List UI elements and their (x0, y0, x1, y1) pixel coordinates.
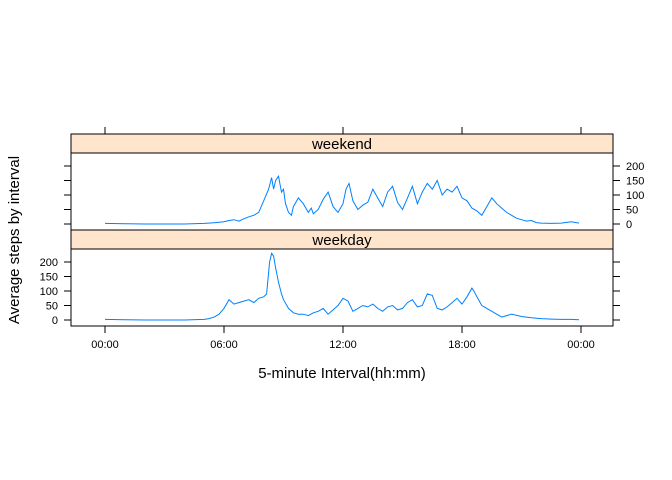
x-tick-label-1: 06:00 (210, 339, 238, 351)
x-axis-bottom: 00:00 06:00 12:00 18:00 00:00 (91, 326, 595, 351)
weekday-left-tick-label-2: 100 (40, 286, 58, 298)
x-tick-label-4: 00:00 (567, 339, 595, 351)
weekday-left-tick-label-0: 0 (52, 315, 58, 327)
weekend-left-ticks (64, 165, 71, 225)
series-line-weekend (104, 174, 580, 225)
weekend-right-tick-label-1: 50 (626, 205, 638, 217)
x-tick-label-0: 00:00 (91, 339, 119, 351)
strip-label-weekday: weekday (311, 232, 372, 249)
weekday-left-tick-label-3: 150 (40, 272, 58, 284)
frame-weekend (70, 152, 614, 231)
x-tick-label-3: 18:00 (448, 339, 476, 351)
strip-label-weekend: weekend (311, 136, 372, 153)
weekend-right-tick-label-2: 100 (626, 190, 644, 202)
panel-weekday: weekday 0 50 100 150 200 (40, 229, 620, 327)
weekday-left-tick-label-4: 200 (40, 257, 58, 269)
y-axis-title: Average steps by interval (6, 156, 23, 324)
weekend-right-axis: 0 50 100 150 200 (613, 161, 644, 231)
series-line-weekday (104, 252, 580, 321)
weekday-left-axis: 0 50 100 150 200 (40, 257, 71, 327)
weekend-right-tick-label-3: 150 (626, 176, 644, 188)
x-axis-title: 5-minute Interval(hh:mm) (258, 365, 426, 382)
weekend-right-tick-label-0: 0 (626, 219, 632, 231)
weekday-right-ticks (613, 261, 620, 321)
x-tick-label-2: 12:00 (329, 339, 357, 351)
panel-weekend: weekend 0 50 100 150 200 (64, 133, 644, 231)
top-axis-ticks (104, 127, 582, 134)
weekend-right-tick-label-4: 200 (626, 161, 644, 173)
weekday-left-tick-label-1: 50 (46, 301, 58, 313)
frame-weekday (70, 248, 614, 327)
